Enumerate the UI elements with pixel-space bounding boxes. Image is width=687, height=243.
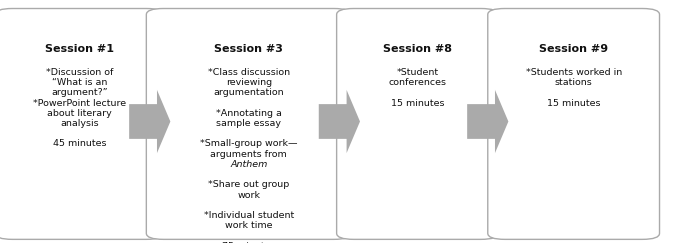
Text: arguments from: arguments from xyxy=(210,150,287,159)
Text: “What is an: “What is an xyxy=(52,78,107,87)
Polygon shape xyxy=(129,90,170,153)
Text: *Class discussion: *Class discussion xyxy=(207,68,290,77)
Text: 15 minutes: 15 minutes xyxy=(547,99,600,108)
Text: Anthem: Anthem xyxy=(230,160,267,169)
Text: *Share out group: *Share out group xyxy=(208,180,289,189)
FancyBboxPatch shape xyxy=(337,9,498,239)
Text: work time: work time xyxy=(225,221,273,230)
Text: argumentation: argumentation xyxy=(214,88,284,97)
Text: *Discussion of: *Discussion of xyxy=(45,68,113,77)
Text: *PowerPoint lecture: *PowerPoint lecture xyxy=(33,99,126,108)
Text: Session #9: Session #9 xyxy=(539,44,608,54)
Text: argument?”: argument?” xyxy=(51,88,108,97)
Text: Session #1: Session #1 xyxy=(45,44,114,54)
Text: analysis: analysis xyxy=(60,119,99,128)
Text: stations: stations xyxy=(555,78,592,87)
Text: work: work xyxy=(237,191,260,200)
Text: *Students worked in: *Students worked in xyxy=(526,68,622,77)
FancyBboxPatch shape xyxy=(488,9,660,239)
Text: 45 minutes: 45 minutes xyxy=(53,139,106,148)
Text: Session #8: Session #8 xyxy=(383,44,452,54)
Text: *Student: *Student xyxy=(396,68,438,77)
Text: *Annotating a: *Annotating a xyxy=(216,109,282,118)
Text: conferences: conferences xyxy=(388,78,447,87)
Text: reviewing: reviewing xyxy=(225,78,272,87)
Polygon shape xyxy=(319,90,360,153)
Text: sample essay: sample essay xyxy=(216,119,281,128)
Text: 75 minutes: 75 minutes xyxy=(222,242,275,243)
FancyBboxPatch shape xyxy=(146,9,351,239)
Text: *Individual student: *Individual student xyxy=(203,211,294,220)
Text: *Small-group work—: *Small-group work— xyxy=(200,139,297,148)
Polygon shape xyxy=(467,90,508,153)
Text: about literary: about literary xyxy=(47,109,112,118)
FancyBboxPatch shape xyxy=(0,9,164,239)
Text: Session #3: Session #3 xyxy=(214,44,283,54)
Text: 15 minutes: 15 minutes xyxy=(391,99,444,108)
